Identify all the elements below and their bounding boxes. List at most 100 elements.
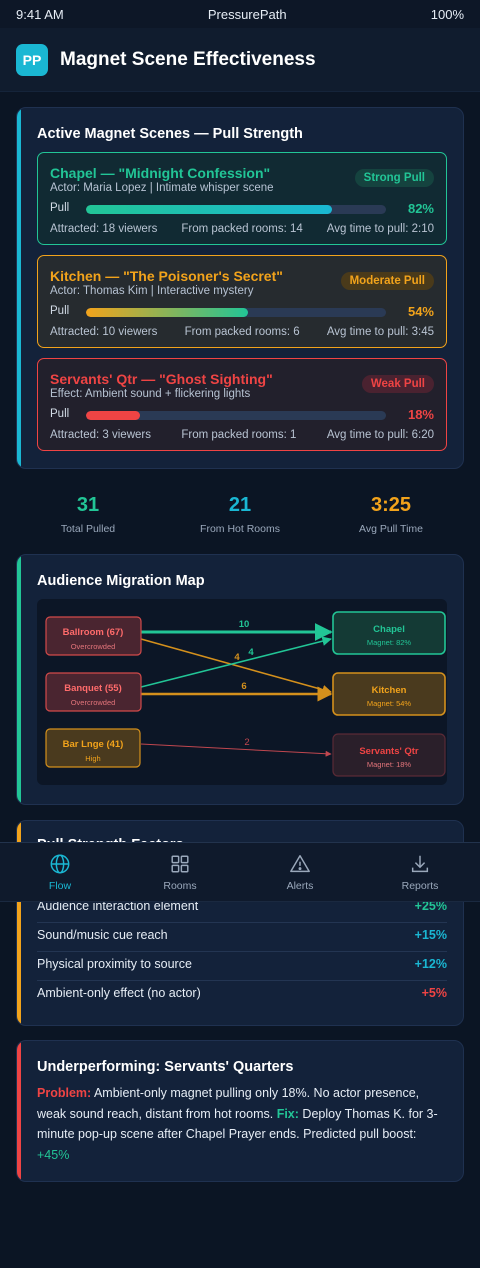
- factor-value: +12%: [414, 957, 447, 971]
- pull-meter: Pull 54%: [50, 304, 434, 320]
- target-node-servants-qtr[interactable]: Servants' Qtr Magnet: 18%: [332, 733, 446, 777]
- status-battery: 100%: [430, 6, 464, 22]
- nav-item-reports[interactable]: Reports: [360, 843, 480, 901]
- stat-value: 31: [76, 494, 100, 516]
- flow-count: 10: [239, 619, 250, 630]
- factor-row: Physical proximity to source +12%: [37, 951, 447, 981]
- node-name: Servants' Qtr: [359, 746, 419, 757]
- pull-bar-fill: [86, 411, 140, 420]
- card-accent: [17, 821, 21, 1025]
- attracted-count: Attracted: 10 viewers: [50, 326, 158, 338]
- factor-row: Sound/music cue reach +15%: [37, 922, 447, 952]
- flow-count: 4: [234, 652, 240, 663]
- status-time: 9:41 AM: [16, 6, 64, 22]
- flow-arrow-ballroom-kitchen: [140, 638, 332, 695]
- app-header: PP Magnet Scene Effectiveness: [0, 28, 480, 92]
- node-status: High: [85, 754, 100, 763]
- fix-text: Deploy Thomas K. for 3-minute pop-up sce…: [37, 1106, 438, 1142]
- bottom-nav: Flow Rooms Alerts Reports: [0, 842, 480, 902]
- factor-value: +15%: [414, 928, 447, 942]
- pull-percent: 18%: [407, 407, 434, 422]
- migration-map: 10 4 4 6 2 Ballroom (67) Overcrowded Ban…: [37, 599, 447, 785]
- nav-item-rooms[interactable]: Rooms: [120, 843, 240, 901]
- pull-label: Pull: [50, 202, 70, 214]
- factor-value: +5%: [421, 986, 447, 1000]
- factor-label: Sound/music cue reach: [37, 928, 168, 942]
- stat-value: 21: [228, 494, 252, 516]
- scene-name: Kitchen — "The Poisoner's Secret": [50, 268, 283, 284]
- globe-icon: [50, 854, 70, 873]
- active-scenes-card: Active Magnet Scenes — Pull Strength Cha…: [16, 107, 464, 469]
- nav-label: Rooms: [163, 879, 197, 892]
- stat-label: Total Pulled: [60, 523, 116, 535]
- stat-total-pulled: 31 Total Pulled: [13, 494, 163, 535]
- pull-label: Pull: [50, 408, 70, 420]
- active-scenes-title: Active Magnet Scenes — Pull Strength: [37, 126, 303, 142]
- scene-stats: Attracted: 10 viewers From packed rooms:…: [50, 326, 434, 338]
- attracted-count: Attracted: 3 viewers: [50, 429, 151, 441]
- predicted-boost: +45%: [37, 1147, 70, 1162]
- nav-item-alerts[interactable]: Alerts: [240, 843, 360, 901]
- pull-bar-fill: [86, 205, 332, 214]
- underperforming-title: Underperforming: Servants' Quarters: [37, 1059, 294, 1075]
- underperforming-card: Underperforming: Servants' Quarters Prob…: [16, 1040, 464, 1182]
- node-name: Ballroom (67): [63, 627, 124, 638]
- stat-avg-pull-time: 3:25 Avg Pull Time: [316, 494, 466, 535]
- status-badge: Weak Pull: [361, 375, 434, 393]
- flow-count: 4: [248, 647, 254, 658]
- summary-stats: 31 Total Pulled 21 From Hot Rooms 3:25 A…: [13, 494, 466, 535]
- pull-percent: 54%: [407, 304, 434, 319]
- target-node-kitchen[interactable]: Kitchen Magnet: 54%: [332, 672, 446, 716]
- node-magnet: Magnet: 18%: [367, 760, 412, 769]
- pull-meter: Pull 82%: [50, 201, 434, 217]
- node-magnet: Magnet: 82%: [367, 638, 412, 647]
- avg-pull-time: Avg time to pull: 3:45: [326, 326, 434, 338]
- scene-card-servants-qtr[interactable]: Servants' Qtr — "Ghost Sighting" Effect:…: [37, 358, 447, 451]
- pull-label: Pull: [50, 305, 70, 317]
- app-logo[interactable]: PP: [16, 43, 48, 76]
- avg-pull-time: Avg time to pull: 6:20: [326, 429, 434, 441]
- scene-card-chapel[interactable]: Chapel — "Midnight Confession" Actor: Ma…: [37, 152, 447, 245]
- card-accent: [17, 1041, 21, 1181]
- factor-row: [37, 893, 447, 923]
- scene-card-kitchen[interactable]: Kitchen — "The Poisoner's Secret" Actor:…: [37, 255, 447, 348]
- status-badge: Moderate Pull: [340, 272, 434, 290]
- pull-bar-track: [86, 308, 386, 317]
- node-status: Overcrowded: [71, 698, 116, 707]
- status-badge: Strong Pull: [354, 169, 434, 187]
- download-icon: [411, 855, 429, 872]
- stat-label: From Hot Rooms: [200, 523, 280, 535]
- grid-icon: [171, 854, 189, 873]
- stat-from-hot-rooms: 21 From Hot Rooms: [165, 494, 315, 535]
- node-name: Chapel: [373, 624, 405, 635]
- factor-label: Physical proximity to source: [37, 957, 192, 971]
- pull-percent: 82%: [407, 201, 434, 216]
- nav-item-flow[interactable]: Flow: [0, 843, 120, 901]
- status-bar: 9:41 AM PressurePath 100%: [0, 0, 480, 28]
- problem-text: Ambient-only magnet pulling only 18%. No…: [37, 1086, 420, 1121]
- target-node-chapel[interactable]: Chapel Magnet: 82%: [332, 611, 446, 655]
- avg-pull-time: Avg time to pull: 2:10: [326, 223, 434, 235]
- pull-bar-track: [86, 205, 386, 214]
- card-accent: [17, 555, 21, 804]
- source-node-bar-lounge[interactable]: Bar Lnge (41) High: [45, 728, 141, 768]
- node-magnet: Magnet: 54%: [367, 699, 412, 708]
- flow-arrow-banquet-chapel: [140, 636, 332, 688]
- problem-description: Problem: Ambient-only magnet pulling onl…: [37, 1083, 447, 1165]
- pull-bar-track: [86, 411, 386, 420]
- nav-label: Alerts: [286, 879, 314, 892]
- stat-label: Avg Pull Time: [359, 523, 423, 535]
- scene-subtitle: Actor: Thomas Kim | Interactive mystery: [50, 285, 254, 297]
- scene-subtitle: Actor: Maria Lopez | Intimate whisper sc…: [50, 182, 274, 194]
- status-app-name: PressurePath: [207, 6, 287, 22]
- packed-rooms-count: From packed rooms: 14: [181, 223, 303, 235]
- factor-row: Audience interaction element +25%: [37, 893, 447, 922]
- fix-label: Fix:: [276, 1106, 299, 1121]
- node-name: Kitchen: [372, 685, 407, 696]
- flow-count: 6: [241, 681, 246, 692]
- flow-count: 2: [244, 737, 249, 748]
- node-name: Bar Lnge (41): [63, 739, 124, 750]
- source-node-ballroom[interactable]: Ballroom (67) Overcrowded: [45, 616, 142, 656]
- source-node-banquet[interactable]: Banquet (55) Overcrowded: [45, 672, 142, 712]
- problem-label: Problem:: [37, 1086, 92, 1100]
